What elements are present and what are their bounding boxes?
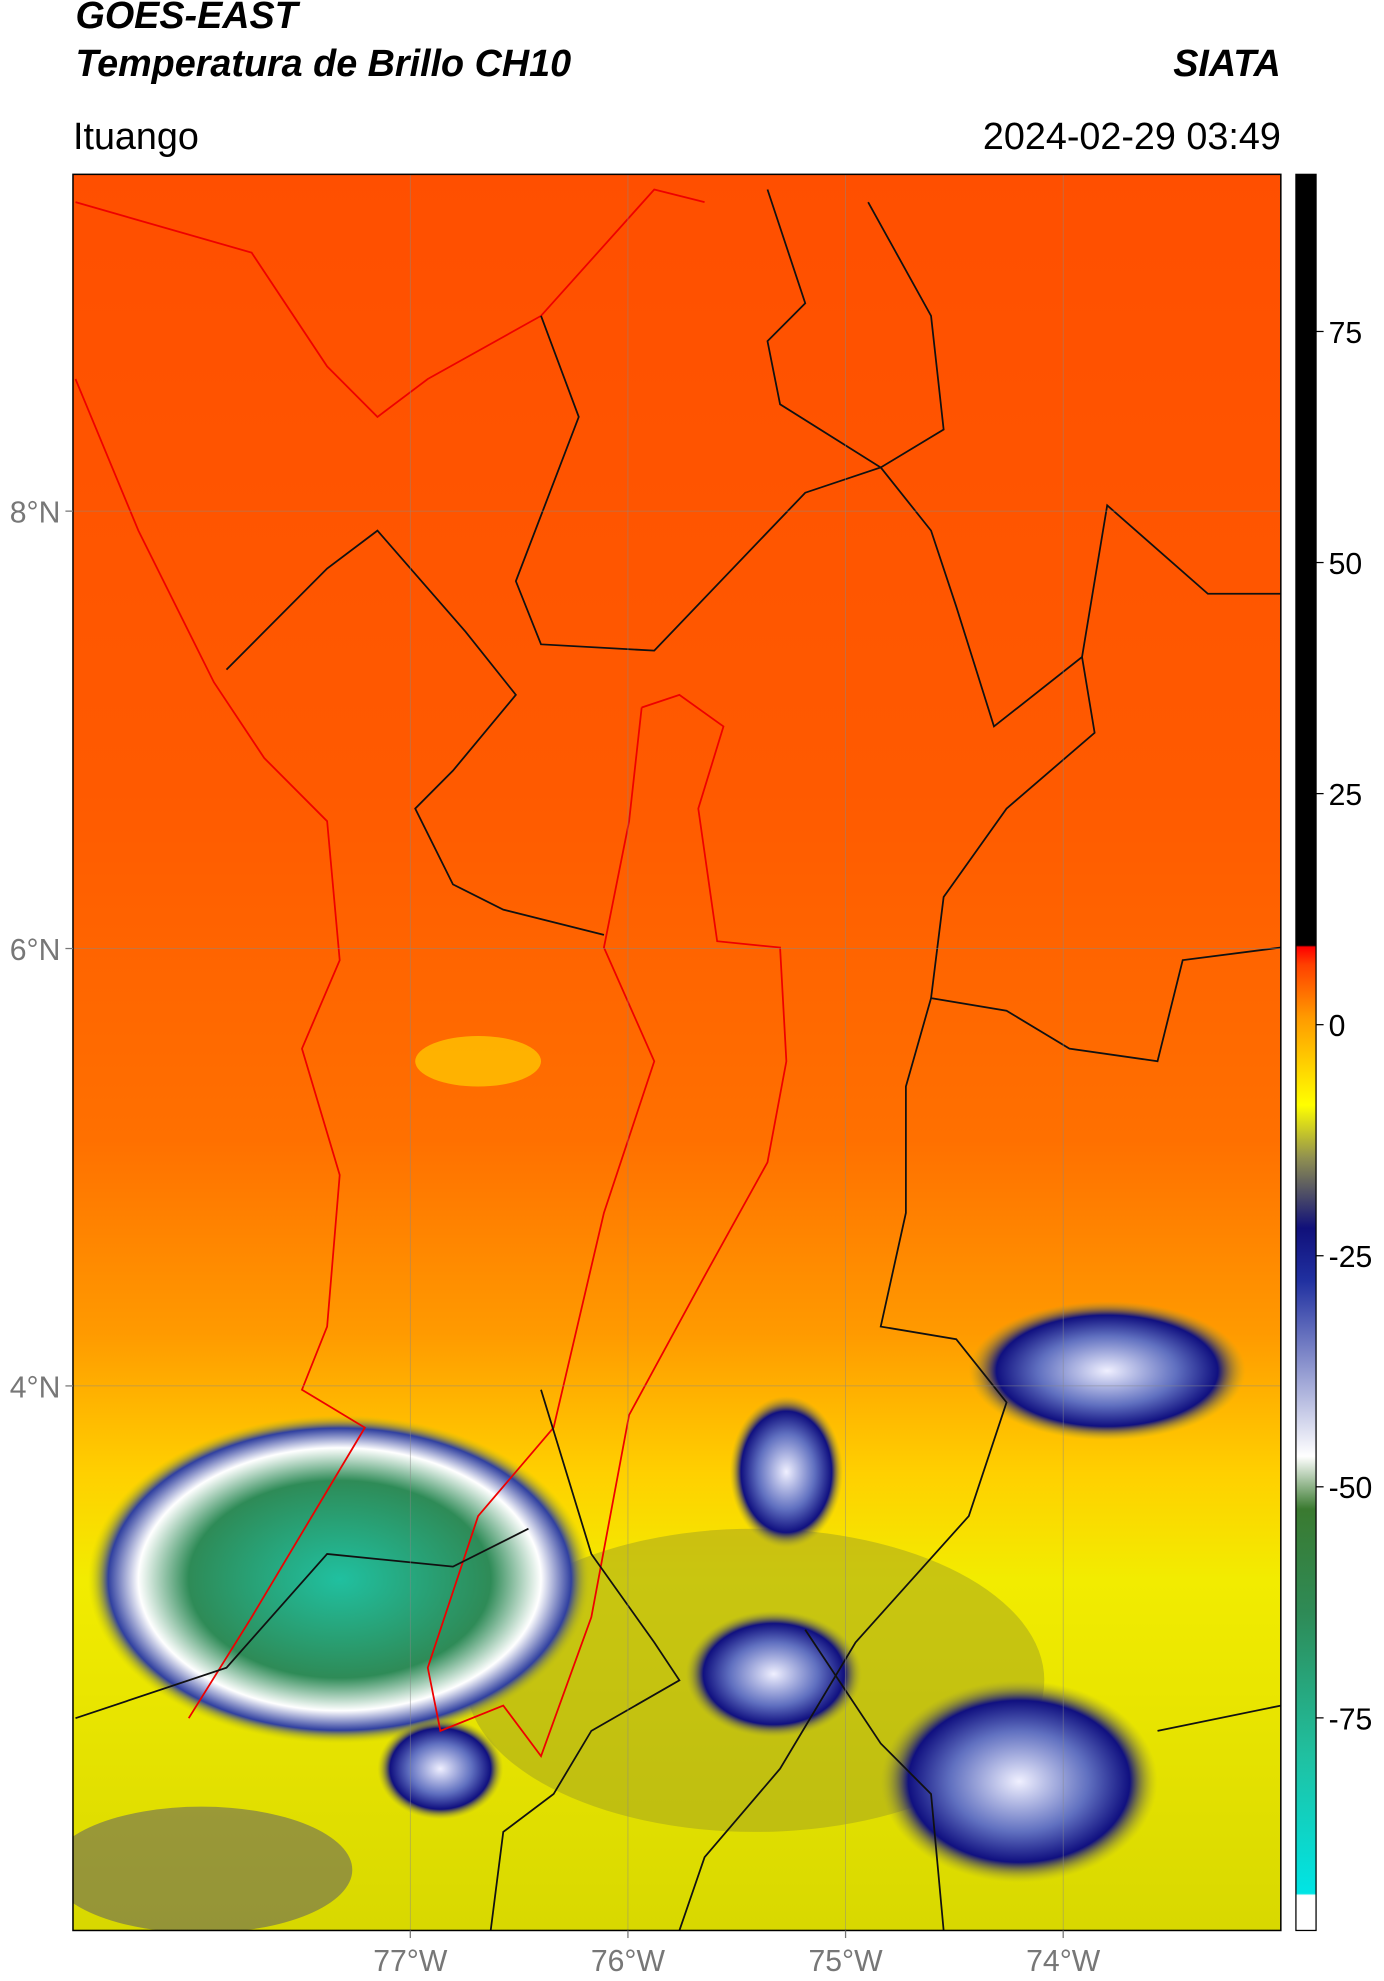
lon-tick-label: 75°W (808, 1945, 883, 1978)
lat-tick-label: 6°N (10, 934, 61, 967)
admin-border (766, 189, 945, 469)
colorbar-tick-label: -25 (1329, 1241, 1373, 1274)
storm-cell (880, 1680, 1158, 1883)
lon-tick-label: 76°W (591, 1945, 666, 1978)
region-outline (426, 693, 788, 1758)
colorbar (1295, 173, 1317, 1932)
storm-cell (729, 1396, 843, 1548)
org: SIATA (1173, 43, 1281, 85)
admin-border (804, 1629, 945, 1931)
map-frame (72, 173, 1282, 1932)
lon-tick-label: 74°W (1026, 1945, 1101, 1978)
coastline (75, 188, 705, 419)
colorbar-tick-label: -50 (1329, 1472, 1373, 1505)
coastline (74, 378, 367, 1719)
title: GOES-EAST (75, 0, 300, 37)
colorbar-tick-label: 75 (1329, 317, 1363, 350)
colorbar-tick-label: 25 (1329, 779, 1363, 812)
colorbar-tick-label: 0 (1329, 1010, 1346, 1043)
admin-border (1157, 1704, 1281, 1732)
map-imagery (72, 174, 1281, 1931)
storm-cell (377, 1718, 504, 1820)
admin-border (514, 315, 1281, 728)
subtitle: Temperatura de Brillo CH10 (75, 43, 571, 85)
admin-border (225, 529, 605, 936)
colorbar-tick-label: -75 (1329, 1703, 1373, 1736)
storm-cell (88, 1415, 592, 1744)
datetime: 2024-02-29 03:49 (983, 116, 1281, 158)
lat-tick-label: 4°N (10, 1371, 61, 1404)
lon-tick-label: 77°W (373, 1945, 448, 1978)
warm-patch (415, 1035, 542, 1087)
admin-border (489, 1389, 681, 1931)
place: Ituango (73, 116, 199, 158)
grid (72, 174, 1281, 1931)
admin-border (678, 997, 1008, 1931)
colorbar-tick-label: 50 (1329, 548, 1363, 581)
cloud-patch (72, 1806, 353, 1931)
admin-border (930, 656, 1281, 1063)
lat-tick-label: 8°N (10, 496, 61, 529)
storm-cell (968, 1301, 1246, 1441)
admin-border (75, 1527, 529, 1720)
